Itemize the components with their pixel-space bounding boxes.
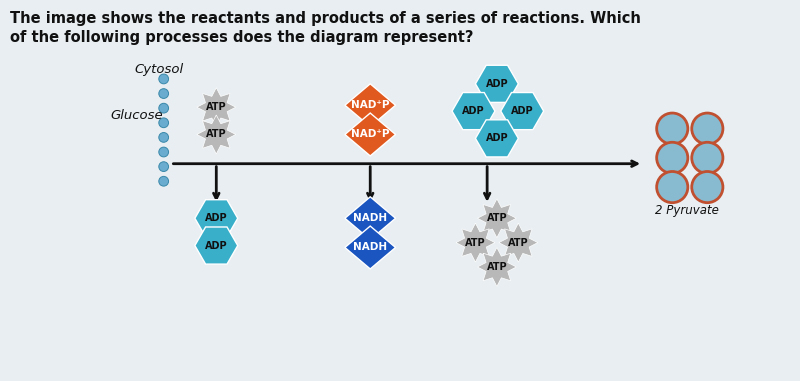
Text: ADP: ADP <box>205 213 228 223</box>
Text: 2 Pyruvate: 2 Pyruvate <box>654 204 718 217</box>
Circle shape <box>159 103 169 113</box>
Text: ADP: ADP <box>462 106 485 116</box>
Polygon shape <box>345 113 395 156</box>
Polygon shape <box>197 88 236 127</box>
Polygon shape <box>345 226 395 269</box>
Circle shape <box>692 142 723 173</box>
Text: ATP: ATP <box>486 262 507 272</box>
Circle shape <box>159 74 169 84</box>
Polygon shape <box>195 200 238 237</box>
Text: NADH: NADH <box>353 242 387 253</box>
Text: ADP: ADP <box>205 240 228 251</box>
Polygon shape <box>478 248 516 287</box>
Polygon shape <box>195 227 238 264</box>
Text: ATP: ATP <box>206 102 226 112</box>
Text: NAD⁺P: NAD⁺P <box>351 130 390 139</box>
Text: NAD⁺P: NAD⁺P <box>351 100 390 110</box>
Polygon shape <box>475 65 518 102</box>
Circle shape <box>159 176 169 186</box>
Circle shape <box>657 113 688 144</box>
Text: ATP: ATP <box>465 238 486 248</box>
Circle shape <box>692 113 723 144</box>
Text: The image shows the reactants and products of a series of reactions. Which: The image shows the reactants and produc… <box>10 11 641 26</box>
Circle shape <box>159 133 169 142</box>
Polygon shape <box>499 223 538 262</box>
Text: ADP: ADP <box>486 79 508 89</box>
Polygon shape <box>501 93 544 130</box>
Text: ATP: ATP <box>206 130 226 139</box>
Text: Glucose: Glucose <box>110 109 162 122</box>
Circle shape <box>159 89 169 98</box>
Circle shape <box>159 118 169 128</box>
Circle shape <box>159 147 169 157</box>
Text: ATP: ATP <box>508 238 529 248</box>
Circle shape <box>692 171 723 203</box>
Polygon shape <box>478 199 516 238</box>
Polygon shape <box>452 93 495 130</box>
Text: ATP: ATP <box>486 213 507 223</box>
Polygon shape <box>456 223 495 262</box>
Circle shape <box>159 162 169 171</box>
Text: NADH: NADH <box>353 213 387 223</box>
Circle shape <box>657 142 688 173</box>
Text: ADP: ADP <box>511 106 534 116</box>
Polygon shape <box>345 197 395 240</box>
Polygon shape <box>345 84 395 127</box>
Circle shape <box>657 171 688 203</box>
Text: Cytosol: Cytosol <box>134 63 183 76</box>
Polygon shape <box>475 120 518 157</box>
Polygon shape <box>197 115 236 154</box>
Text: of the following processes does the diagram represent?: of the following processes does the diag… <box>10 30 474 45</box>
Text: ADP: ADP <box>486 133 508 143</box>
